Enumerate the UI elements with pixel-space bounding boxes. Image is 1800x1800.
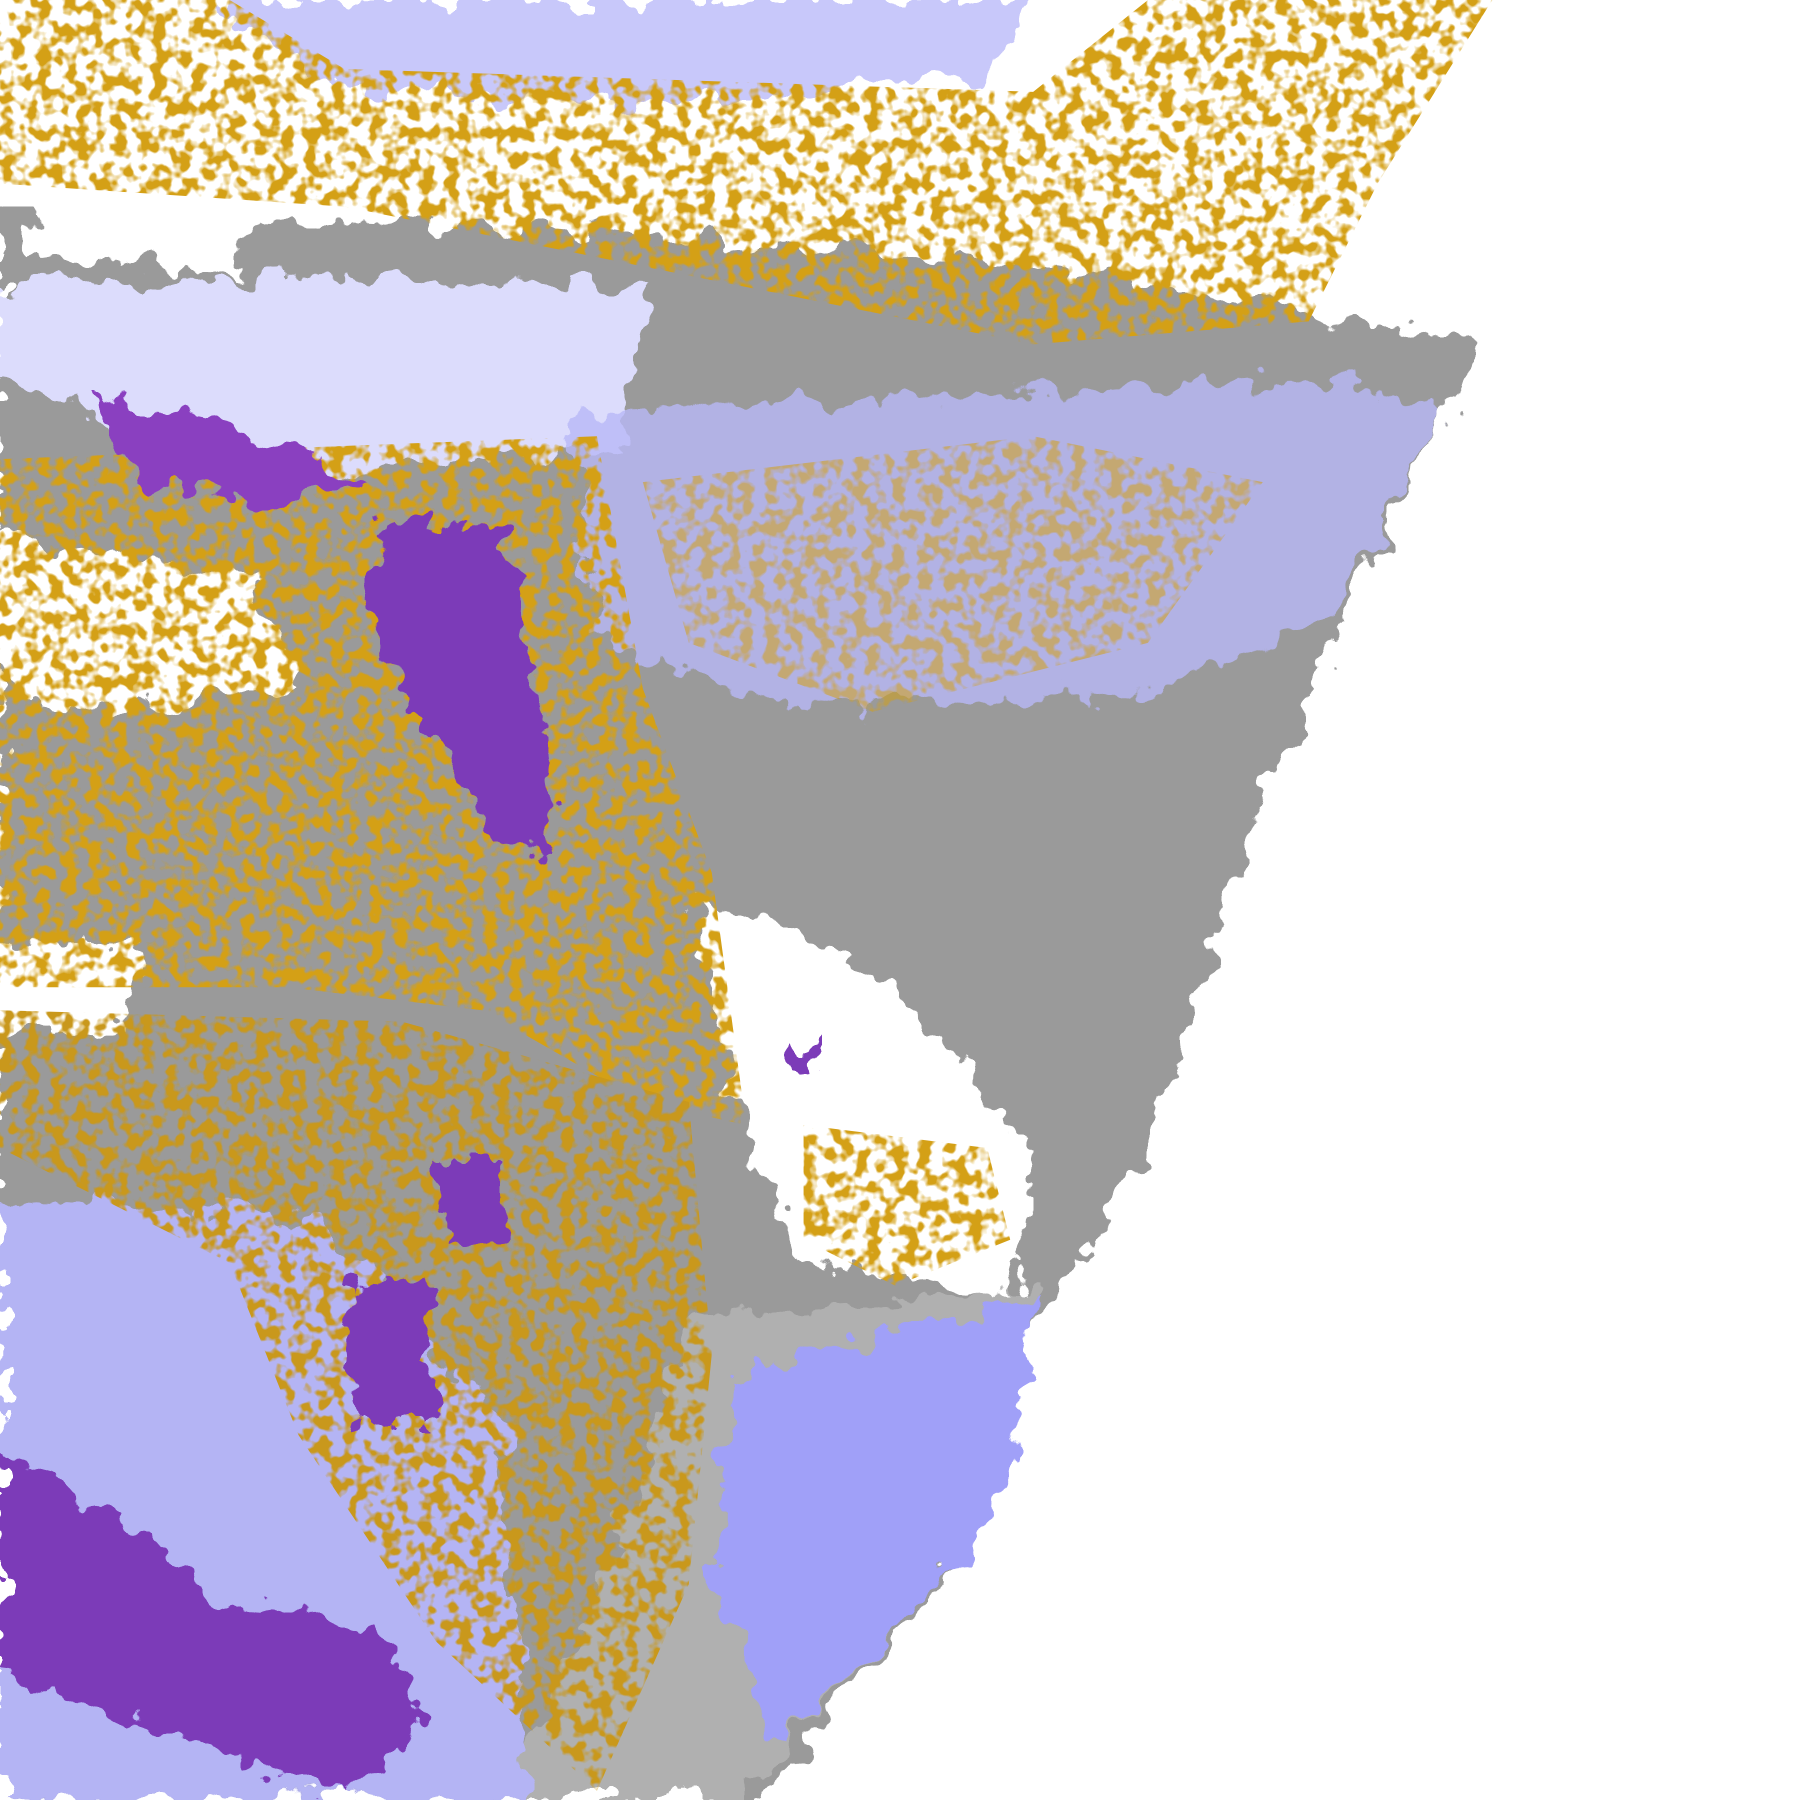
gold-region: [0, 0, 1493, 345]
purple-region: [0, 1446, 425, 1800]
purple-region: [367, 516, 552, 850]
purple-layer: [0, 390, 822, 1800]
gold-region: [803, 1125, 1011, 1286]
purple-region: [436, 1159, 506, 1240]
blue-region: [711, 1297, 1034, 1745]
purple-region: [785, 1040, 822, 1068]
gold-layer: [0, 0, 1493, 1791]
gold-region: [642, 436, 1263, 712]
purple-region: [91, 390, 368, 506]
gold-region: [0, 436, 747, 1125]
purple-region: [344, 1274, 437, 1424]
